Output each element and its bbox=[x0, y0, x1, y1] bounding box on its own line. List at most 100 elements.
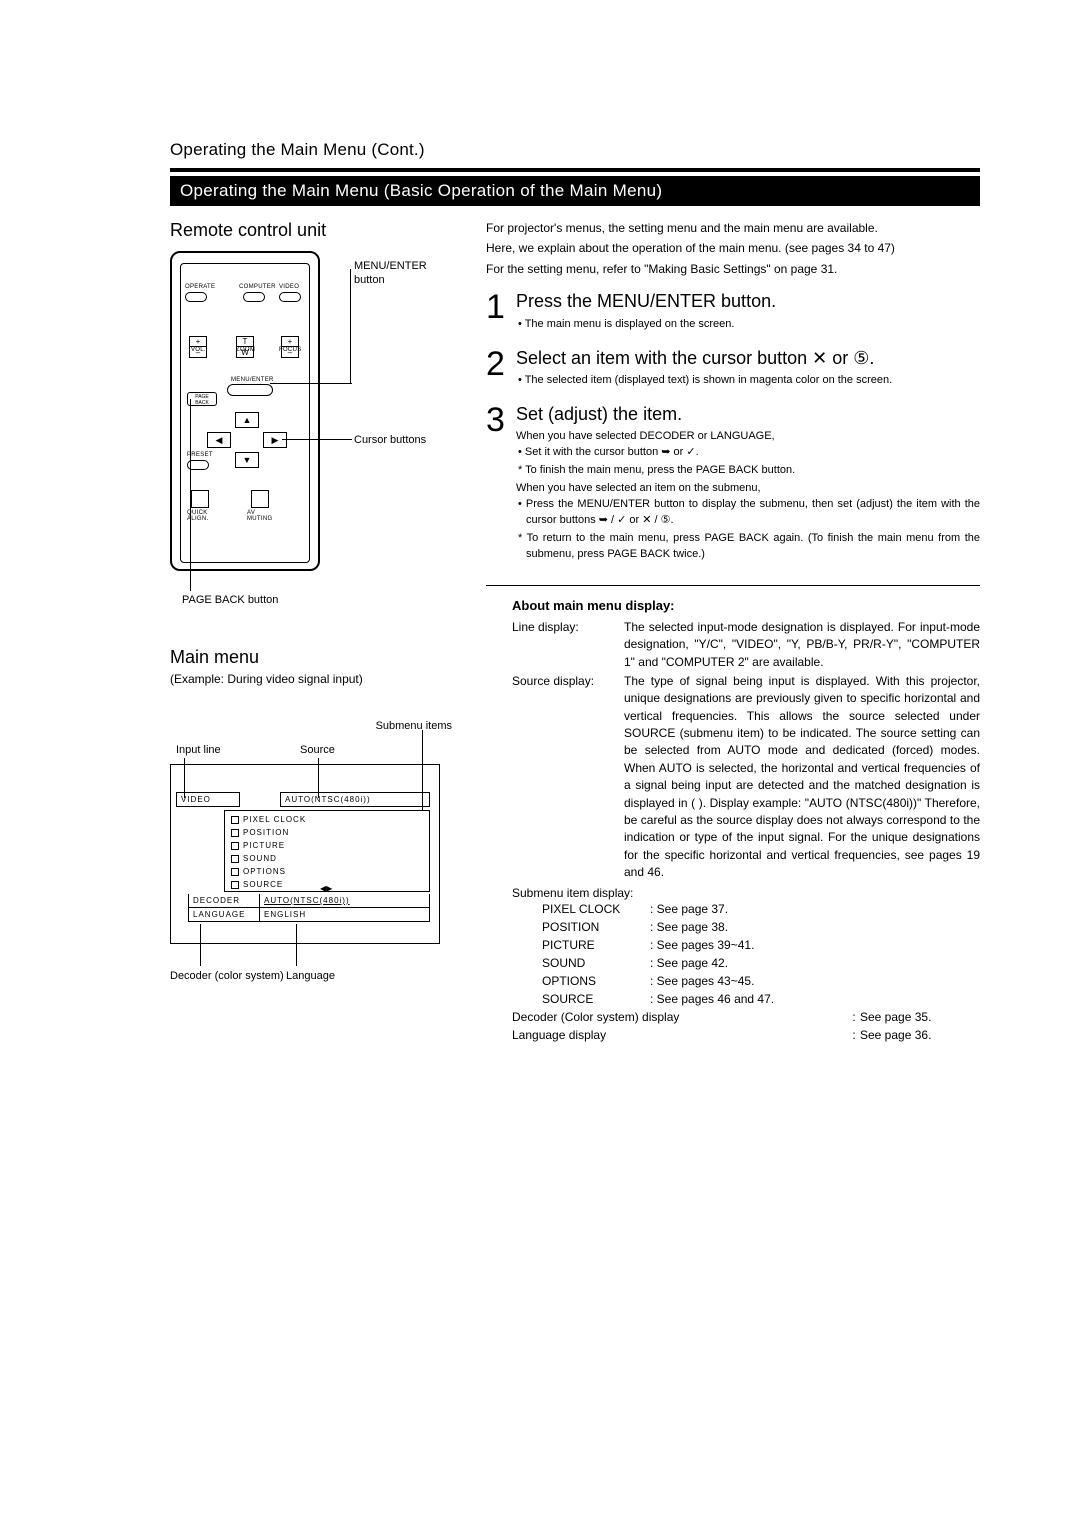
page-top-title: Operating the Main Menu (Cont.) bbox=[170, 140, 980, 160]
two-column-layout: Remote control unit OPERATE COMPUTER VID… bbox=[170, 220, 980, 1044]
step-3-b3: • Press the MENU/ENTER button to display… bbox=[516, 497, 980, 529]
menu-enter-button bbox=[227, 384, 273, 396]
language-label: Language bbox=[286, 970, 335, 982]
mm-options-text: OPTIONS bbox=[243, 867, 286, 876]
mm-row-pixel: PIXEL CLOCK bbox=[231, 813, 423, 826]
box-icon bbox=[231, 829, 239, 837]
step-1: 1 Press the MENU/ENTER button. • The mai… bbox=[486, 290, 980, 334]
main-menu-section: Main menu (Example: During video signal … bbox=[170, 647, 452, 1006]
k-picture: PICTURE bbox=[542, 936, 650, 954]
mm-video-cell: VIDEO bbox=[176, 792, 240, 807]
step-2-body: Select an item with the cursor button ✕ … bbox=[516, 347, 980, 391]
v-source: : See pages 46 and 47. bbox=[650, 990, 774, 1008]
callout-cursor: Cursor buttons bbox=[354, 433, 426, 447]
step-2-b1: • The selected item (displayed text) is … bbox=[516, 373, 980, 389]
item-pixel: PIXEL CLOCK: See page 37. bbox=[542, 900, 980, 918]
decoder-display-row: Decoder (Color system) display : See pag… bbox=[512, 1008, 980, 1026]
left-column: Remote control unit OPERATE COMPUTER VID… bbox=[170, 220, 452, 1044]
step-1-b1: • The main menu is displayed on the scre… bbox=[516, 317, 980, 333]
mm-arrow-icon: ◀▶ bbox=[320, 884, 332, 893]
step-1-body: Press the MENU/ENTER button. • The main … bbox=[516, 290, 980, 334]
intro-p2: Here, we explain about the operation of … bbox=[486, 240, 980, 257]
mm-row-sound: SOUND bbox=[231, 852, 423, 865]
intro-p3: For the setting menu, refer to "Making B… bbox=[486, 261, 980, 278]
right-column: For projector's menus, the setting menu … bbox=[486, 220, 980, 1044]
step-3-l1: When you have selected DECODER or LANGUA… bbox=[516, 429, 980, 445]
remote-heading: Remote control unit bbox=[170, 220, 452, 241]
mainmenu-heading: Main menu bbox=[170, 647, 452, 668]
computer-button bbox=[243, 292, 265, 302]
v-position: : See page 38. bbox=[650, 918, 728, 936]
mm-pixel-text: PIXEL CLOCK bbox=[243, 815, 306, 824]
step-3-b4: * To return to the main menu, press PAGE… bbox=[516, 531, 980, 563]
box-icon bbox=[231, 868, 239, 876]
mm-submenu-box: PIXEL CLOCK POSITION PICTURE SOUND OPTIO… bbox=[224, 810, 430, 892]
step-2-num: 2 bbox=[486, 347, 510, 381]
v-sound: : See page 42. bbox=[650, 954, 728, 972]
about-heading: About main menu display: bbox=[512, 598, 980, 613]
k-options: OPTIONS bbox=[542, 972, 650, 990]
callout-page-back: PAGE BACK button bbox=[182, 593, 278, 607]
mm-position-text: POSITION bbox=[243, 828, 289, 837]
dpad: ▲ ◀ ▶ ▼ bbox=[207, 412, 287, 472]
operate-button bbox=[185, 292, 207, 302]
mm-source-text: SOURCE bbox=[243, 880, 283, 889]
step-3-note: When you have selected DECODER or LANGUA… bbox=[516, 429, 980, 563]
item-options: OPTIONS: See pages 43~45. bbox=[542, 972, 980, 990]
step-2: 2 Select an item with the cursor button … bbox=[486, 347, 980, 391]
intro-p1: For projector's menus, the setting menu … bbox=[486, 220, 980, 237]
mm-sound-text: SOUND bbox=[243, 854, 277, 863]
computer-label: COMPUTER bbox=[239, 284, 276, 290]
k-pixel: PIXEL CLOCK bbox=[542, 900, 650, 918]
dpad-left-icon: ◀ bbox=[207, 432, 231, 448]
zoom-label: ZOOM bbox=[236, 347, 255, 353]
submenu-item-label: Submenu item display: bbox=[512, 886, 980, 900]
box-icon bbox=[231, 881, 239, 889]
v-picture: : See pages 39~41. bbox=[650, 936, 754, 954]
operate-label: OPERATE bbox=[185, 284, 215, 290]
quick-align-button bbox=[191, 490, 209, 508]
k-position: POSITION bbox=[542, 918, 650, 936]
submenu-items-label: Submenu items bbox=[376, 720, 452, 732]
page-back-button: PAGE BACK bbox=[187, 392, 217, 406]
av-muting-button bbox=[251, 490, 269, 508]
language-display-c: : bbox=[848, 1026, 860, 1044]
callout-menu-enter-text: MENU/ENTER button bbox=[354, 260, 427, 286]
vol-label: VOL. bbox=[191, 347, 206, 353]
mm-decoder-v: AUTO(NTSC(480i)) bbox=[260, 894, 430, 908]
language-display-row: Language display : See page 36. bbox=[512, 1026, 980, 1044]
box-icon bbox=[231, 855, 239, 863]
dpad-right-icon: ▶ bbox=[263, 432, 287, 448]
def-line-label: Line display: bbox=[512, 619, 624, 671]
remote-diagram: OPERATE COMPUTER VIDEO + – VOL. T W bbox=[170, 251, 452, 607]
mm-row-picture: PICTURE bbox=[231, 839, 423, 852]
item-position: POSITION: See page 38. bbox=[542, 918, 980, 936]
box-icon bbox=[231, 816, 239, 824]
v-pixel: : See page 37. bbox=[650, 900, 728, 918]
mainmenu-diagram: Submenu items Input line Source VIDEO AU… bbox=[170, 726, 452, 1006]
step-3-b1: • Set it with the cursor button ➥ or ✓. bbox=[516, 445, 980, 461]
quick-align-label: QUICKALIGN. bbox=[187, 510, 217, 522]
thick-rule bbox=[170, 168, 980, 172]
menu-enter-label: MENU/ENTER bbox=[231, 377, 274, 383]
step-3-l2: When you have selected an item on the su… bbox=[516, 481, 980, 497]
dpad-up-icon: ▲ bbox=[235, 412, 259, 428]
step-3-num: 3 bbox=[486, 403, 510, 437]
lead-language bbox=[296, 924, 297, 966]
decoder-label: Decoder (color system) bbox=[170, 970, 284, 982]
step-2-title: Select an item with the cursor button ✕ … bbox=[516, 347, 980, 370]
def-line: Line display: The selected input-mode de… bbox=[512, 619, 980, 671]
section-bar: Operating the Main Menu (Basic Operation… bbox=[170, 176, 980, 206]
page-back-l2: BACK bbox=[195, 400, 209, 406]
remote-body: OPERATE COMPUTER VIDEO + – VOL. T W bbox=[170, 251, 320, 571]
step-2-note: • The selected item (displayed text) is … bbox=[516, 373, 980, 389]
step-3-title: Set (adjust) the item. bbox=[516, 403, 980, 426]
decoder-display-c: : bbox=[848, 1008, 860, 1026]
step-3-body: Set (adjust) the item. When you have sel… bbox=[516, 403, 980, 565]
mm-lang-v: ENGLISH bbox=[260, 908, 430, 922]
def-source-body: The type of signal being input is displa… bbox=[624, 673, 980, 882]
k-sound: SOUND bbox=[542, 954, 650, 972]
mm-row-position: POSITION bbox=[231, 826, 423, 839]
mainmenu-subtitle: (Example: During video signal input) bbox=[170, 672, 452, 686]
v-options: : See pages 43~45. bbox=[650, 972, 754, 990]
